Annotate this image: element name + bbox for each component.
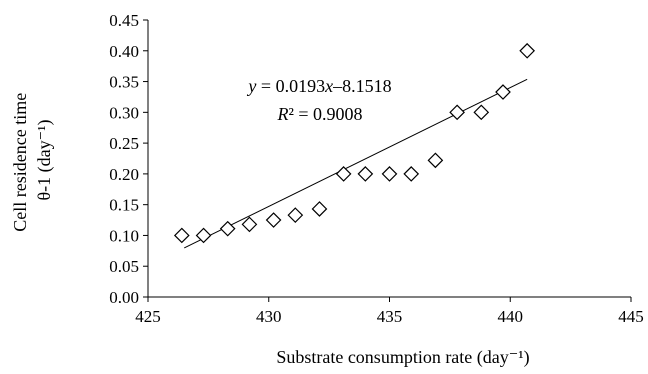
x-tick-label: 445 (618, 307, 644, 326)
data-point (335, 166, 352, 182)
data-points (173, 42, 536, 244)
y-tick-label: 0.00 (109, 288, 139, 307)
y-axis-label-line1: Cell residence time (10, 93, 30, 232)
data-point (311, 201, 328, 217)
y-tick-label: 0.15 (109, 196, 139, 215)
trendline (184, 78, 528, 249)
y-ticks: 0.00 0.05 0.10 0.15 0.20 0.25 0.30 0.35 0.40 0.45 (109, 11, 148, 307)
data-point (241, 216, 258, 233)
y-tick-label: 0.35 (109, 73, 139, 92)
trendline-equation: y = 0.0193x–8.1518 (246, 76, 391, 96)
data-point (287, 207, 304, 223)
data-point (381, 166, 398, 182)
data-point (473, 104, 490, 121)
x-tick-label: 440 (498, 307, 524, 326)
y-tick-label: 0.40 (109, 42, 139, 61)
y-axis-label-line2: θ-1 (day⁻¹) (34, 120, 55, 201)
x-tick-label: 430 (256, 307, 282, 326)
y-axis-label: Cell residence time θ-1 (day⁻¹) (10, 88, 55, 231)
data-point (519, 42, 536, 59)
data-point (219, 220, 236, 237)
y-tick-label: 0.25 (109, 134, 139, 153)
data-point (265, 212, 282, 228)
y-tick-label: 0.05 (109, 257, 139, 276)
r-squared-label: R² = 0.9008 (276, 104, 362, 124)
x-tick-label: 425 (135, 307, 161, 326)
data-point (403, 166, 420, 182)
y-tick-label: 0.10 (109, 226, 139, 245)
data-point (195, 227, 212, 244)
data-point (357, 166, 374, 182)
data-point (449, 104, 465, 121)
data-point (173, 227, 190, 244)
x-axis-label: Substrate consumption rate (day⁻¹) (276, 347, 529, 368)
x-ticks: 425 430 435 440 445 (135, 297, 644, 326)
axes (147, 20, 631, 298)
y-tick-label: 0.20 (109, 165, 139, 184)
x-tick-label: 435 (377, 307, 403, 326)
data-point (427, 152, 444, 169)
y-tick-label: 0.30 (109, 103, 139, 122)
data-point (495, 84, 511, 100)
y-tick-label: 0.45 (109, 11, 139, 30)
